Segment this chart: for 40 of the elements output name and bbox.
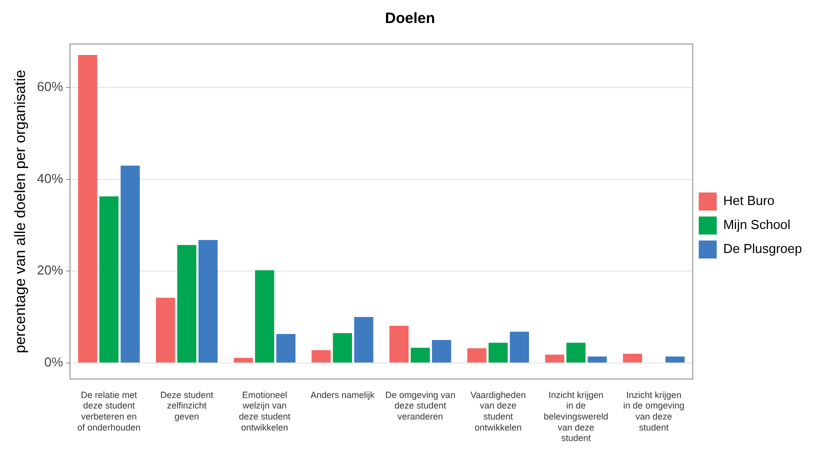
bar [566,342,586,362]
chart-title: Doelen [384,10,436,28]
y-tick-label: 40% [36,170,64,186]
bar [78,55,98,362]
legend-label: Mijn School [723,217,791,232]
legend-label: De Plusgroep [723,241,802,256]
bar [234,358,253,362]
y-axis-title: percentage van alle doelen per organisatie [12,70,30,354]
x-tick-label: De relatie met deze student verbeteren en of onderhouden [77,390,140,432]
x-tick-label: Anders namelijk [310,390,375,400]
bar [198,240,218,362]
bar [666,356,685,362]
x-tick-label: Emotioneel welzijn van deze student ontwikkelen [238,390,291,432]
bar [467,348,486,362]
y-tick-label: 0% [44,354,64,370]
bar [389,326,409,362]
bar [588,356,607,362]
bar [354,317,374,362]
bar [99,196,119,362]
x-tick-label: Inzicht krijgen in de omgeving van deze student [623,390,684,432]
bar [276,334,296,362]
x-tick-label: De omgeving van deze student veranderen [385,390,456,422]
y-tick-label: 20% [36,262,64,278]
x-tick-label: Deze student zelfinzicht geven [160,390,214,422]
x-tick-label: Inzicht krijgen in de belevingswereld van deze student [544,390,608,444]
bar [510,332,529,362]
bar [177,245,196,362]
bar [622,354,642,362]
bar [120,166,140,362]
bar [432,340,452,362]
legend-label: Het Buro [723,193,775,208]
bar [410,348,430,362]
bar [488,342,508,362]
bar [545,354,564,362]
bar [156,298,176,362]
bar [312,350,331,362]
y-tick-label: 60% [36,79,64,94]
bar [332,333,352,362]
bar [255,270,274,362]
x-tick-label: Vaardigheden van deze student ontwikkelen [470,390,526,432]
